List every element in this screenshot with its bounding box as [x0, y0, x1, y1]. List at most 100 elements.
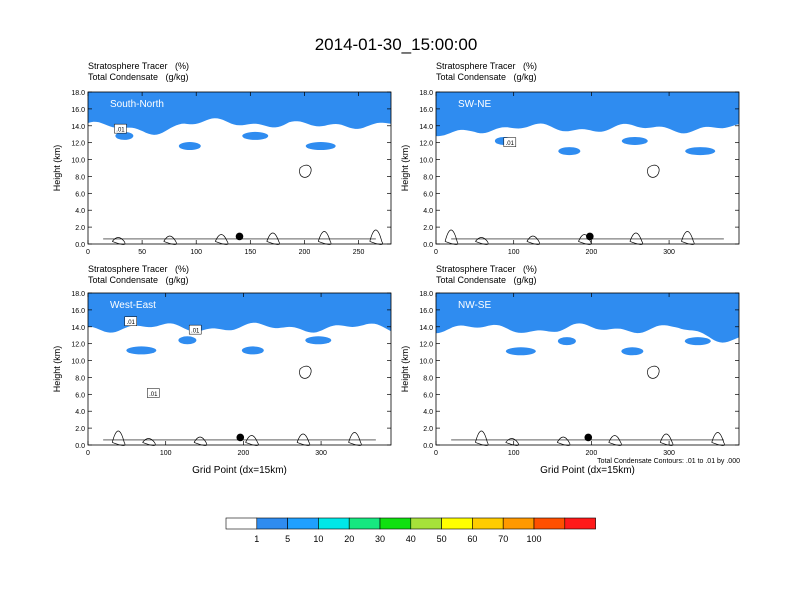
- y-tick-label: 10.0: [71, 359, 85, 366]
- contour-cloud-cell: [299, 164, 312, 178]
- tracer-blob: [115, 131, 134, 140]
- y-tick-label: 16.0: [419, 308, 433, 315]
- y-tick-label: 2.0: [75, 225, 85, 232]
- y-tick-label: 10.0: [419, 158, 433, 165]
- contour-cloud-cell: [647, 164, 660, 178]
- x-tick-label: 200: [238, 450, 250, 457]
- y-tick-label: 8.0: [75, 375, 85, 382]
- contour-cloud-cell: [299, 365, 312, 379]
- panel-3-title-tracer: Stratosphere Tracer (%): [88, 264, 190, 274]
- y-tick-label: 4.0: [423, 409, 433, 416]
- y-axis-label: Height (km): [400, 145, 410, 192]
- colorbar-swatch: [502, 517, 535, 530]
- colorbar-swatch: [348, 517, 381, 530]
- panel-4-title-condensate: Total Condensate (g/kg): [436, 275, 537, 285]
- tracer-blob: [242, 131, 269, 140]
- panel-4: NW-SE 0.0 2.0 4.0 6.0 8.0 10.0 12.0 14.0 16.0 18.0…: [400, 291, 740, 476]
- panel-4-title-tracer: Stratosphere Tracer (%): [436, 264, 538, 274]
- tracer-blob: [126, 346, 157, 355]
- figure-title: 2014-01-30_15:00:00: [315, 35, 478, 54]
- x-tick-label: 100: [190, 249, 202, 256]
- y-tick-label: 0.0: [423, 242, 433, 249]
- y-tick-label: 8.0: [423, 375, 433, 382]
- location-marker: [584, 433, 593, 442]
- panel-3: .01 .01 .01 West-East 0.0 2.0 4.0 6.0 8.0 10.0 12.…: [52, 291, 392, 476]
- tracer-blob: [241, 346, 264, 355]
- contour-label-box: [114, 123, 127, 134]
- x-tick-label: 0: [434, 249, 438, 256]
- panel-frame: [87, 91, 392, 245]
- colorbar-label: 10: [313, 534, 323, 544]
- y-tick-label: 4.0: [423, 208, 433, 215]
- y-tick-label: 4.0: [75, 208, 85, 215]
- y-tick-label: 2.0: [423, 426, 433, 433]
- panel-frame: [435, 91, 740, 245]
- colorbar-label: 60: [467, 534, 477, 544]
- panel-2: .01 SW-NE 0.0 2.0 4.0 6.0 8.0 10.0 12.0 14.0 16.0 1…: [400, 90, 740, 256]
- contour-label: .01: [149, 392, 158, 398]
- x-tick-label: 0: [86, 450, 90, 457]
- panel-frame: [87, 292, 392, 446]
- colorbar-label: 40: [406, 534, 416, 544]
- panel-1: .01 South-North 0.0 2.0 4.0 6.0 8.0 10.0 12.0 14.…: [52, 90, 392, 256]
- x-tick-label: 250: [353, 249, 365, 256]
- y-tick-label: 18.0: [71, 291, 85, 298]
- tracer-blob: [684, 337, 711, 346]
- panel-2-title-condensate: Total Condensate (g/kg): [436, 72, 537, 82]
- y-tick-label: 18.0: [71, 90, 85, 97]
- y-tick-label: 16.0: [71, 107, 85, 114]
- contour-label: .01: [116, 128, 125, 134]
- panel-1-title-condensate: Total Condensate (g/kg): [88, 72, 189, 82]
- colorbar-label: 100: [526, 534, 541, 544]
- tracer-blob: [305, 142, 336, 151]
- tracer-blob: [505, 347, 536, 356]
- colorbar: 1 5 10 20 30 40 50 60 70 100: [225, 517, 596, 544]
- y-tick-label: 0.0: [75, 443, 85, 450]
- y-axis-label: Height (km): [400, 346, 410, 393]
- y-tick-label: 14.0: [71, 325, 85, 332]
- tracer-field: [436, 293, 739, 356]
- section-label: SW-NE: [458, 99, 491, 110]
- tracer-field: [88, 293, 391, 355]
- y-tick-label: 12.0: [419, 342, 433, 349]
- location-marker: [586, 232, 594, 241]
- colorbar-label: 20: [344, 534, 354, 544]
- contour-label: .01: [506, 141, 515, 147]
- location-marker: [235, 232, 244, 241]
- y-tick-label: 6.0: [423, 392, 433, 399]
- y-tick-label: 18.0: [419, 291, 433, 298]
- y-tick-label: 8.0: [75, 174, 85, 181]
- tracer-band-11: [436, 92, 739, 137]
- tracer-blob: [305, 336, 332, 345]
- tracer-blob: [178, 336, 197, 345]
- colorbar-label: 5: [285, 534, 290, 544]
- x-tick-label: 100: [160, 450, 172, 457]
- y-tick-label: 4.0: [75, 409, 85, 416]
- y-axis-label: Height (km): [52, 346, 62, 393]
- colorbar-swatch: [410, 517, 442, 530]
- tracer-blob: [178, 142, 201, 151]
- x-tick-label: 100: [508, 249, 520, 256]
- contour-label-box: [124, 316, 137, 326]
- contour-label: .01: [191, 329, 200, 335]
- y-tick-label: 18.0: [419, 90, 433, 97]
- colorbar-label: 30: [375, 534, 385, 544]
- location-marker: [236, 433, 245, 442]
- tracer-band-11: [88, 293, 391, 333]
- y-tick-label: 0.0: [423, 443, 433, 450]
- panel-frame: [435, 292, 740, 446]
- tracer-blob: [558, 147, 581, 156]
- y-tick-label: 12.0: [71, 342, 85, 349]
- x-tick-label: 100: [508, 450, 520, 457]
- y-tick-label: 2.0: [75, 426, 85, 433]
- x-tick-label: 0: [86, 249, 90, 256]
- contour-cloud-cell: [647, 365, 660, 379]
- x-tick-label: 50: [138, 249, 146, 256]
- x-tick-label: 200: [586, 249, 598, 256]
- contour-label: .01: [127, 320, 136, 326]
- colorbar-swatch: [533, 517, 566, 530]
- contour-label-box: [147, 388, 160, 398]
- tracer-field: [436, 92, 739, 156]
- colorbar-swatch: [318, 517, 350, 530]
